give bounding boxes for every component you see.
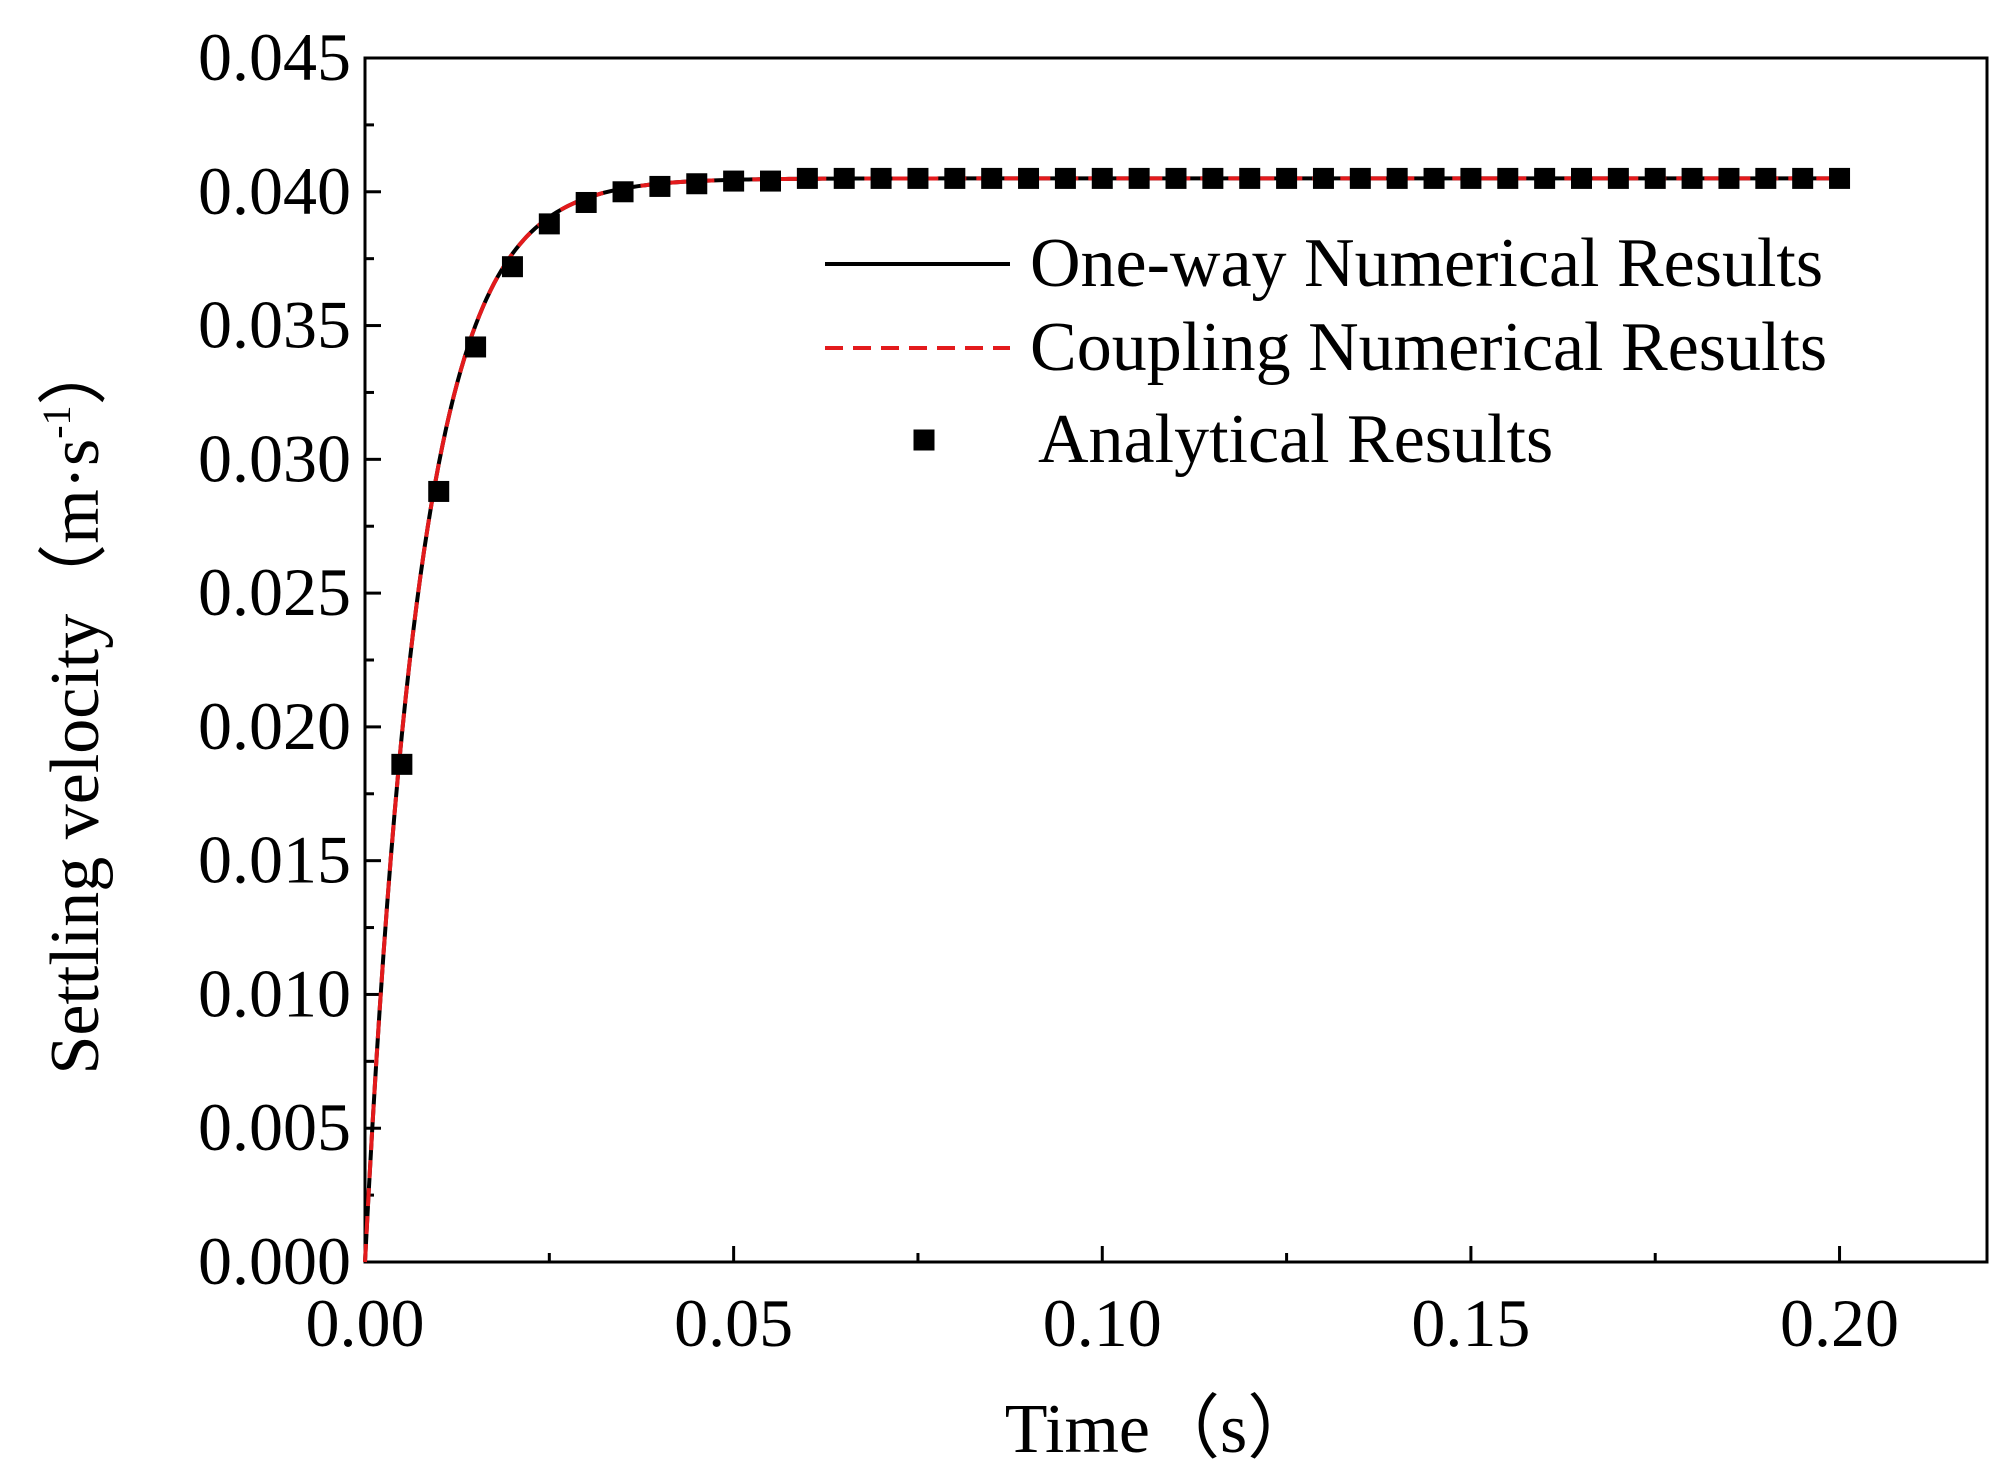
analytical-point	[465, 336, 487, 358]
x-tick-label: 0.00	[306, 1285, 425, 1361]
analytical-point	[1681, 167, 1703, 189]
y-axis-title-main: Settling velocity（m·s	[37, 439, 114, 1075]
legend-swatch-analytical	[913, 429, 935, 451]
y-axis-title-close: ）	[37, 335, 114, 405]
analytical-point	[1423, 167, 1445, 189]
analytical-point	[612, 181, 634, 203]
analytical-point	[760, 170, 781, 192]
analytical-point	[1202, 167, 1224, 189]
x-tick-label: 0.10	[1043, 1285, 1162, 1361]
y-tick-label: 0.015	[198, 822, 351, 898]
analytical-point	[1386, 167, 1408, 189]
analytical-point	[1534, 167, 1556, 189]
analytical-point	[428, 480, 450, 502]
y-tick-label: 0.025	[198, 554, 351, 630]
analytical-point	[1755, 167, 1777, 189]
analytical-point	[1091, 167, 1113, 189]
analytical-point	[907, 167, 929, 189]
analytical-point	[944, 167, 966, 189]
y-tick-label: 0.035	[198, 287, 351, 363]
y-tick-label: 0.005	[198, 1089, 351, 1165]
y-tick-label: 0.010	[198, 955, 351, 1031]
analytical-point	[686, 173, 708, 195]
analytical-point	[1607, 167, 1629, 189]
y-tick-label: 0.030	[198, 420, 351, 496]
analytical-point	[1054, 167, 1076, 189]
legend-label-analytical: Analytical Results	[1038, 401, 1553, 478]
analytical-point	[1349, 167, 1371, 189]
x-axis-title: Time（s）	[1005, 1391, 1318, 1468]
analytical-point	[1018, 167, 1040, 189]
analytical-point	[1829, 167, 1851, 189]
analytical-point	[1276, 167, 1298, 189]
analytical-point	[575, 191, 597, 213]
analytical-point	[1312, 167, 1334, 189]
y-tick-label: 0.040	[198, 153, 351, 229]
analytical-point	[649, 175, 671, 197]
y-axis-title-superscript: -1	[34, 405, 79, 438]
y-tick-label: 0.045	[198, 19, 351, 95]
analytical-point	[723, 170, 745, 192]
analytical-point	[1128, 167, 1150, 189]
analytical-point	[1239, 167, 1261, 189]
y-axis-title: Settling velocity（m·s-1）	[34, 335, 114, 1074]
analytical-point	[1165, 167, 1187, 189]
analytical-point	[501, 256, 523, 278]
legend-label-one-way: One-way Numerical Results	[1030, 225, 1823, 302]
y-tick-label: 0.000	[198, 1223, 351, 1299]
analytical-point	[796, 167, 818, 189]
analytical-point	[1460, 167, 1482, 189]
analytical-point	[1497, 167, 1519, 189]
axes: 0.00 0.05 0.10 0.15 0.20 0.000 0.005 0.010 0.015…	[198, 19, 1899, 1361]
analytical-point	[1792, 167, 1814, 189]
analytical-point	[1718, 167, 1740, 189]
y-tick-label: 0.020	[198, 688, 351, 764]
x-tick-label: 0.15	[1411, 1285, 1530, 1361]
analytical-point	[870, 167, 892, 189]
x-tick-label: 0.05	[674, 1285, 793, 1361]
series-layer	[363, 167, 1851, 1263]
analytical-point	[833, 167, 855, 189]
analytical-point	[981, 167, 1003, 189]
analytical-point	[391, 753, 413, 775]
analytical-point	[538, 213, 560, 235]
analytical-point	[1644, 167, 1666, 189]
analytical-point	[1571, 167, 1592, 189]
x-tick-label: 0.20	[1780, 1285, 1899, 1361]
legend-label-coupling: Coupling Numerical Results	[1030, 309, 1827, 386]
